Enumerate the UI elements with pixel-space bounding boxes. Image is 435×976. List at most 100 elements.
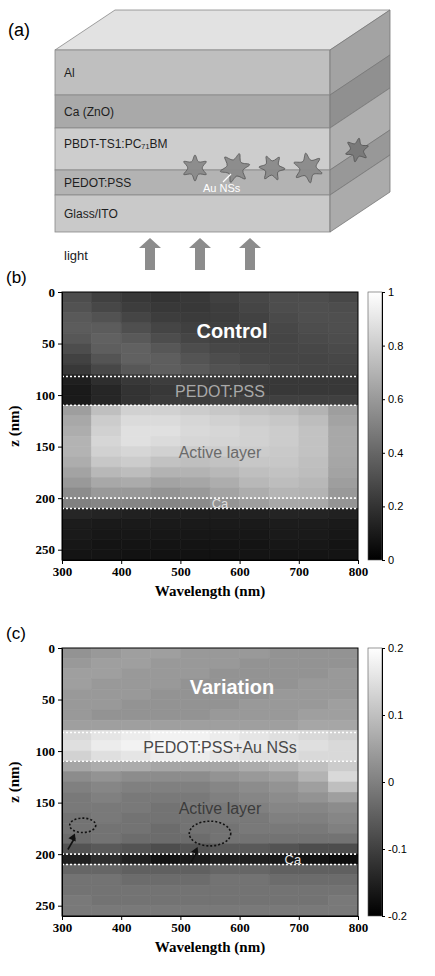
heatmap-cell (92, 354, 122, 364)
heatmap-cell (92, 895, 122, 905)
heatmap-cell (151, 679, 181, 689)
heatmap-cell (62, 488, 92, 498)
heatmap-cell (151, 313, 181, 323)
color-axis-line (382, 293, 383, 561)
heatmap-cell (62, 658, 92, 668)
heatmap-cell (240, 885, 270, 895)
heatmap-cell (62, 834, 92, 844)
nanostar (218, 150, 252, 186)
heatmap-cell (151, 436, 181, 446)
x-tick: 500 (171, 560, 191, 579)
heatmap-cell (240, 772, 270, 782)
heatmap-panel: ControlPEDOT:PSSActive layerCa3004005006… (6, 285, 403, 600)
layer-boundary (62, 761, 358, 762)
heatmap-cell (180, 648, 210, 658)
heatmap-cell (92, 385, 122, 395)
heatmap-cell (62, 689, 92, 699)
heatmap-cell (240, 834, 270, 844)
heatmap-cell (269, 344, 299, 354)
heatmap-cell (92, 700, 122, 710)
heatmap-cell (299, 772, 329, 782)
heatmap-cell (180, 906, 210, 916)
color-tick-mark (382, 916, 385, 917)
label-arrow (223, 174, 231, 182)
color-bar: -0.2-0.100.10.2 (368, 642, 407, 922)
heatmap-cell (299, 834, 329, 844)
y-tick-label: 0 (49, 285, 56, 300)
heatmap-cell (121, 834, 151, 844)
heatmap-cell (328, 834, 358, 844)
plot-frame (62, 292, 358, 560)
device-schematic: AlCa (ZnO)PBDT-TS1:PC₇₁BMPEDOT:PSSGlass/… (55, 10, 390, 270)
heatmap-cell (92, 302, 122, 312)
heatmap-cell (269, 895, 299, 905)
heatmap-cell (240, 467, 270, 477)
color-tick-label: -0.2 (388, 910, 407, 922)
heatmap-cell (121, 823, 151, 833)
heatmap-cell (92, 741, 122, 751)
heatmap-cell (299, 447, 329, 457)
heatmap-cell (62, 792, 92, 802)
heatmap-cell (92, 710, 122, 720)
heatmap-cell (121, 844, 151, 854)
heatmap-cell (299, 313, 329, 323)
heatmap-cell (121, 416, 151, 426)
heatmap-cell (210, 885, 240, 895)
heatmap-cell (62, 761, 92, 771)
heatmap-cell (180, 658, 210, 668)
y-tick-label: 200 (36, 847, 56, 862)
y-tick-mark (58, 854, 62, 855)
heatmap-cell (180, 772, 210, 782)
heatmap-cell (151, 508, 181, 518)
heatmap-cell (299, 844, 329, 854)
heatmap-cell (151, 875, 181, 885)
highlight-arrowhead (68, 834, 75, 842)
heatmap-cell (151, 834, 181, 844)
heatmap-cell (92, 689, 122, 699)
heatmap-cell (269, 488, 299, 498)
heatmap-cell (92, 751, 122, 761)
heatmap-cell (121, 447, 151, 457)
color-tick: 0 (382, 554, 394, 566)
color-tick: 0.1 (382, 709, 403, 721)
heatmap-cell (92, 426, 122, 436)
heatmap-cell (269, 792, 299, 802)
color-tick: -0.1 (382, 843, 407, 855)
y-tick-mark (58, 292, 62, 293)
heatmap-cell (92, 854, 122, 864)
heatmap-cell (62, 772, 92, 782)
heatmap-cell (151, 519, 181, 529)
heatmap-cell (269, 885, 299, 895)
heatmap-cell (62, 519, 92, 529)
heatmap-cell (62, 539, 92, 549)
layer-boundary (62, 376, 358, 377)
heatmap-cell (121, 782, 151, 792)
heatmap-cell (151, 792, 181, 802)
heatmap-cell (299, 508, 329, 518)
layer-label: Ca (212, 496, 229, 511)
heatmap-cell (299, 710, 329, 720)
layer-label: Active layer (179, 800, 262, 817)
y-tick-mark (58, 906, 62, 907)
heatmap-cell (269, 772, 299, 782)
heatmap-cell (240, 302, 270, 312)
heatmap-cell (62, 467, 92, 477)
heatmap-cell (299, 648, 329, 658)
heatmap-cell (92, 323, 122, 333)
heatmap-cell (92, 519, 122, 529)
y-tick: 150 (36, 439, 63, 454)
heatmap-cell (328, 354, 358, 364)
heatmap-cell (151, 658, 181, 668)
x-tick-label: 700 (290, 920, 310, 935)
heatmap-cell (92, 333, 122, 343)
heatmap-cell (240, 344, 270, 354)
heatmap-cell (92, 772, 122, 782)
heatmap-cell (299, 488, 329, 498)
heatmap-cell (121, 772, 151, 782)
heatmap-cell (121, 761, 151, 771)
heatmap-cell (299, 354, 329, 364)
heatmap-cell (299, 792, 329, 802)
heatmap-cell (121, 292, 151, 302)
heatmap-cell (240, 710, 270, 720)
heatmap-cell (299, 864, 329, 874)
